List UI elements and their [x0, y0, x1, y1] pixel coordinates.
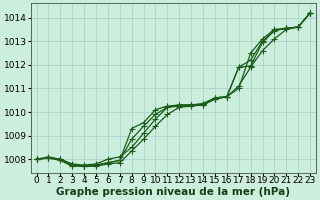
X-axis label: Graphe pression niveau de la mer (hPa): Graphe pression niveau de la mer (hPa)	[56, 187, 290, 197]
